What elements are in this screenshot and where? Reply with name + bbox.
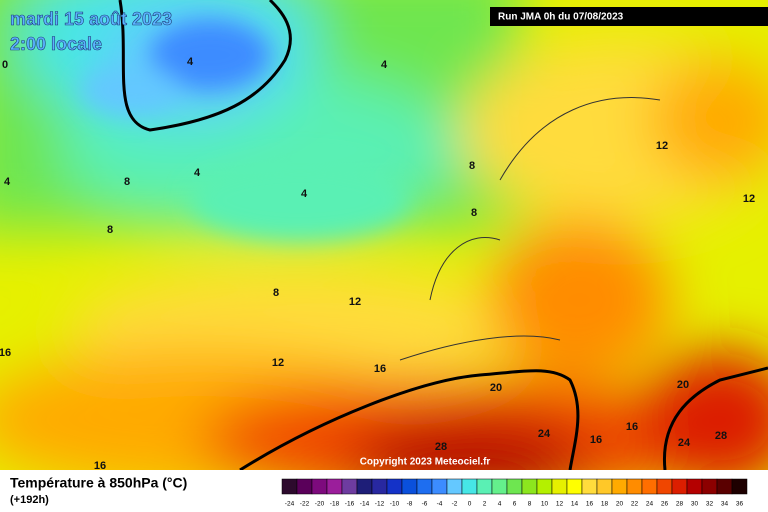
color-swatch xyxy=(326,478,343,495)
scale-label: 2 xyxy=(483,501,487,508)
color-swatch xyxy=(416,478,433,495)
scale-label: 6 xyxy=(513,501,517,508)
color-swatch xyxy=(461,478,478,495)
scale-label: -6 xyxy=(422,501,428,508)
color-swatch xyxy=(626,478,643,495)
contour-label: 4 xyxy=(4,176,11,188)
color-swatch xyxy=(731,478,748,495)
scale-label: 4 xyxy=(498,501,502,508)
contour-label: 12 xyxy=(272,357,284,369)
copyright: Copyright 2023 Meteociel.fr xyxy=(360,457,491,468)
scale-label: 10 xyxy=(541,501,549,508)
color-swatch xyxy=(551,478,568,495)
contour-label: 16 xyxy=(0,347,11,359)
scale-label: 28 xyxy=(676,501,684,508)
scale-label: 30 xyxy=(691,501,699,508)
color-swatch xyxy=(341,478,358,495)
color-swatch xyxy=(506,478,523,495)
scale-label: -4 xyxy=(437,501,443,508)
contour-label: 24 xyxy=(538,428,551,440)
color-swatch xyxy=(356,478,373,495)
color-swatch xyxy=(686,478,703,495)
color-swatch xyxy=(536,478,553,495)
scale-label: 24 xyxy=(646,501,654,508)
run-box xyxy=(490,7,768,26)
color-swatch xyxy=(566,478,583,495)
scale-label: -12 xyxy=(375,501,385,508)
color-swatch xyxy=(671,478,688,495)
contour-label: 8 xyxy=(471,207,477,219)
contour-label: 12 xyxy=(349,296,361,308)
contour-label: 8 xyxy=(469,160,475,172)
contour-label: 0 xyxy=(2,59,8,71)
contour-label: 8 xyxy=(124,176,130,188)
color-swatch xyxy=(641,478,658,495)
scale-label: -24 xyxy=(285,501,295,508)
scale-label: 20 xyxy=(616,501,624,508)
scale-label: 16 xyxy=(586,501,594,508)
contour-label: 4 xyxy=(301,188,308,200)
footer-title: Température à 850hPa (°C) xyxy=(10,475,187,491)
color-swatch xyxy=(371,478,388,495)
temperature-field xyxy=(0,0,768,470)
scale-label: -22 xyxy=(300,501,310,508)
scale-label: -8 xyxy=(407,501,413,508)
scale-label: -2 xyxy=(452,501,458,508)
contour-label: 20 xyxy=(490,382,502,394)
scale-label: 32 xyxy=(706,501,714,508)
scale-label: 12 xyxy=(556,501,564,508)
scale-label: -10 xyxy=(390,501,400,508)
scale-label: 8 xyxy=(528,501,532,508)
color-swatch xyxy=(386,478,403,495)
color-swatch xyxy=(296,478,313,495)
color-swatch xyxy=(476,478,493,495)
color-swatch xyxy=(491,478,508,495)
color-swatch xyxy=(311,478,328,495)
scale-label: 0 xyxy=(468,501,472,508)
contour-label: 16 xyxy=(374,363,386,375)
color-swatch xyxy=(281,478,298,495)
color-swatch xyxy=(446,478,463,495)
scale-label: 26 xyxy=(661,501,669,508)
color-swatch xyxy=(431,478,448,495)
footer-subtitle: (+192h) xyxy=(10,494,49,506)
time-label: 2:00 locale xyxy=(10,34,102,54)
scale-label: 34 xyxy=(721,501,729,508)
contour-label: 12 xyxy=(743,193,755,205)
scale-label: 36 xyxy=(736,501,744,508)
color-swatch xyxy=(401,478,418,495)
contour-label: 4 xyxy=(194,167,201,179)
run-label: Run JMA 0h du 07/08/2023 xyxy=(498,12,624,23)
contour-label: 4 xyxy=(187,56,194,68)
scale-label: -14 xyxy=(360,501,370,508)
scale-label: 14 xyxy=(571,501,579,508)
contour-label: 12 xyxy=(656,140,668,152)
contour-label: 8 xyxy=(107,224,113,236)
color-swatch xyxy=(656,478,673,495)
contour-label: 28 xyxy=(435,441,447,453)
scale-label: -20 xyxy=(315,501,325,508)
color-swatch xyxy=(716,478,733,495)
contour-label: 28 xyxy=(715,430,727,442)
color-swatch xyxy=(521,478,538,495)
color-swatch xyxy=(596,478,613,495)
date-label: mardi 15 août 2023 xyxy=(10,9,172,29)
scale-label: 22 xyxy=(631,501,639,508)
color-swatch xyxy=(611,478,628,495)
contour-label: 4 xyxy=(381,59,388,71)
contour-label: 8 xyxy=(273,287,279,299)
contour-label: 16 xyxy=(94,460,106,472)
scale-label: -16 xyxy=(345,501,355,508)
color-swatch xyxy=(581,478,598,495)
contour-label: 24 xyxy=(678,437,691,449)
contour-label: 16 xyxy=(626,421,638,433)
scale-label: 18 xyxy=(601,501,609,508)
contour-label: 20 xyxy=(677,379,689,391)
contour-label: 16 xyxy=(590,434,602,446)
color-swatch xyxy=(701,478,718,495)
scale-label: -18 xyxy=(330,501,340,508)
